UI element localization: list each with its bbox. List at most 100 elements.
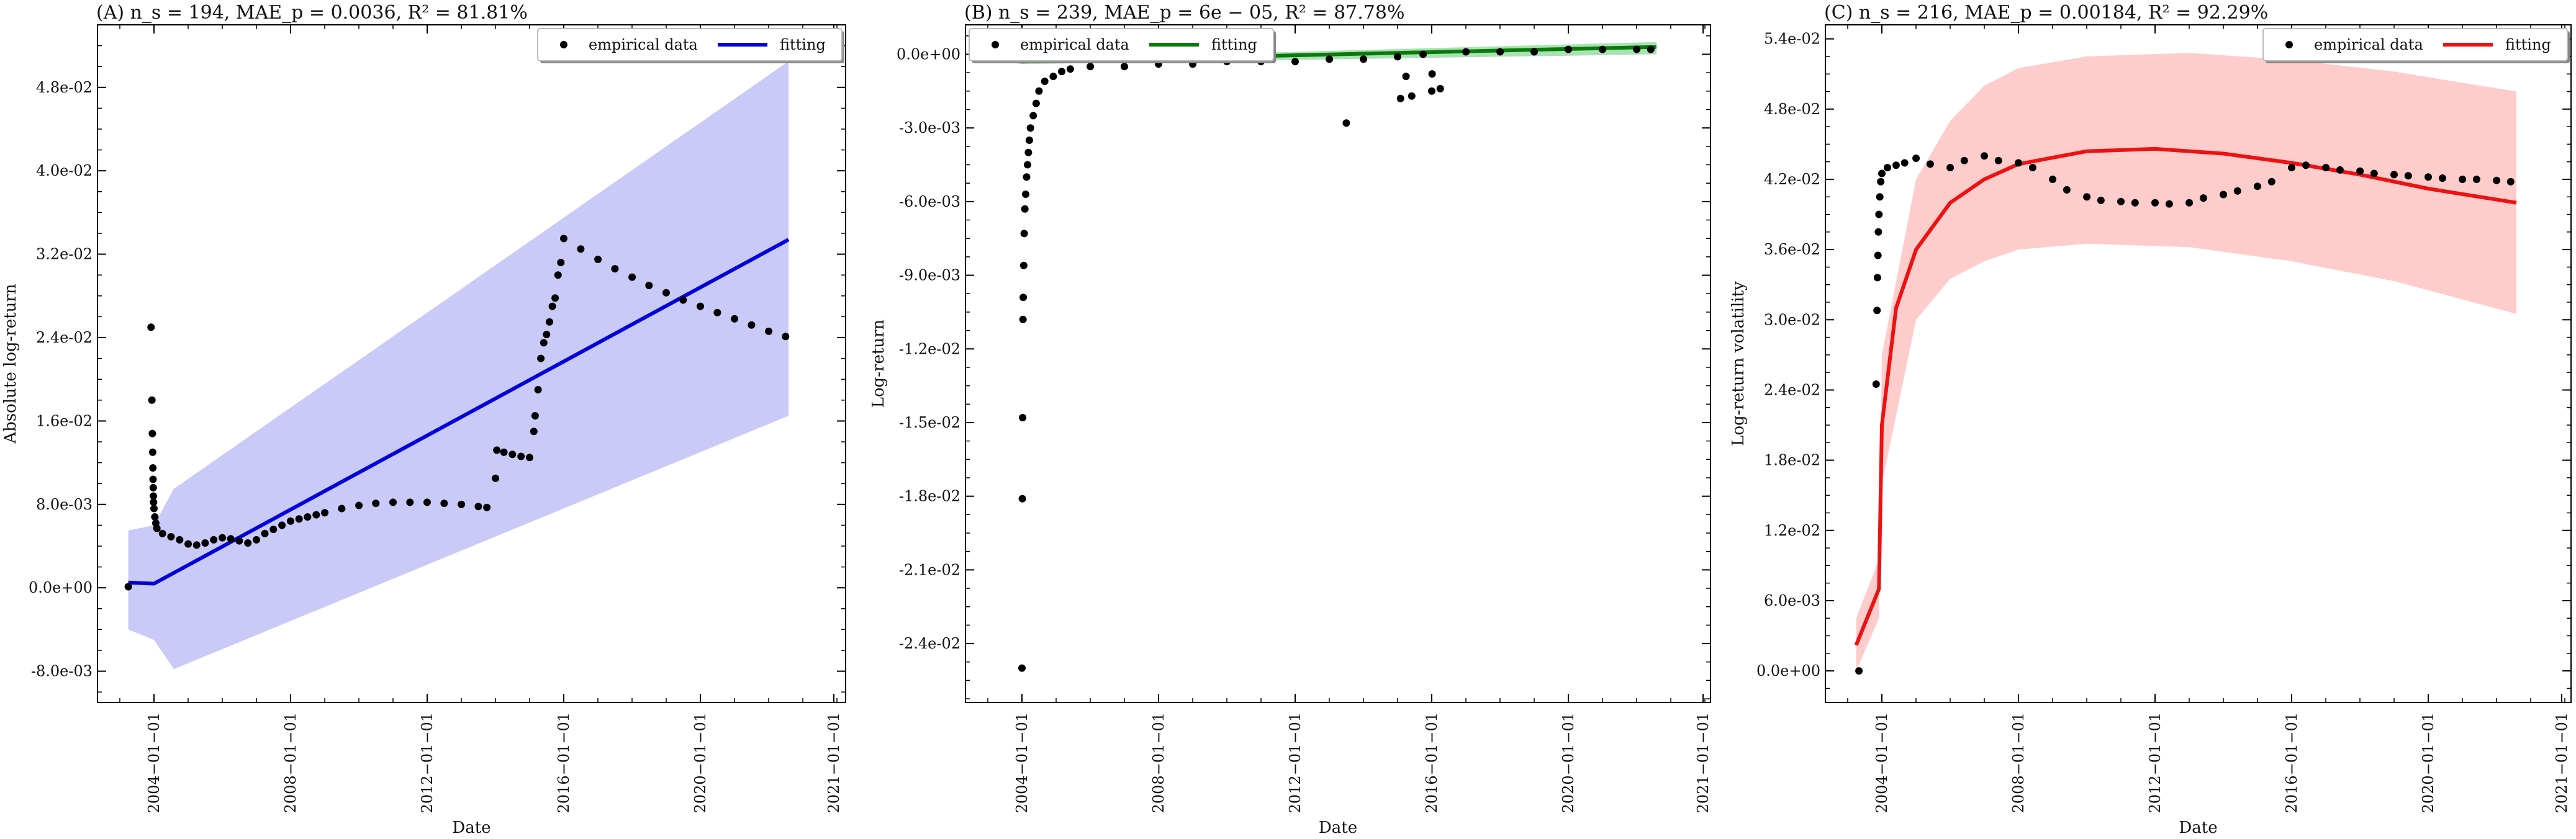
data-point [1926, 160, 1934, 168]
data-point [526, 454, 533, 462]
y-tick-label: 4.2e-02 [1764, 171, 1820, 188]
data-point [474, 503, 482, 511]
data-point [1342, 119, 1350, 127]
x-axis-label: Date [2179, 819, 2217, 837]
data-point [2390, 171, 2398, 179]
data-point [2336, 166, 2344, 174]
data-point [147, 323, 155, 331]
data-point [2199, 194, 2207, 202]
y-tick-label: 4.8e-02 [1764, 101, 1820, 118]
x-tick-label: 2012−01−01 [1286, 712, 1304, 813]
legend-label-fit: fitting [1211, 36, 1257, 53]
plot-area-1 [987, 42, 1657, 672]
data-point [149, 464, 157, 472]
data-point [440, 500, 448, 508]
data-point [1018, 495, 1026, 503]
chart-panel-0: -8.0e-03 0.0e+00 8.0e-03 1.6e-02 2.4e-02 3.2e… [1, 2, 846, 837]
y-tick-label: -2.1e-02 [899, 561, 960, 578]
data-point [1900, 159, 1909, 167]
data-point [1408, 92, 1416, 100]
data-point [210, 536, 218, 544]
x-axis-label: Date [1319, 819, 1357, 837]
legend-label-data: empirical data [589, 36, 698, 53]
data-point [153, 524, 161, 532]
data-point [1019, 261, 1028, 269]
data-point [1855, 667, 1863, 675]
data-point [1024, 161, 1031, 169]
data-point [1884, 164, 1891, 172]
y-tick-label: -1.8e-02 [899, 488, 960, 505]
y-tick-label: 4.8e-02 [36, 79, 93, 96]
x-tick-label: 2020−01−01 [2420, 712, 2437, 813]
data-point [321, 509, 329, 517]
data-point [235, 537, 243, 545]
data-point [176, 536, 184, 544]
data-point [201, 539, 209, 547]
data-point [1023, 173, 1031, 181]
data-point [1873, 274, 1881, 282]
data-point [662, 289, 670, 297]
data-point [2493, 176, 2501, 184]
data-point [2151, 199, 2159, 207]
legend-label-data: empirical data [2314, 36, 2423, 53]
data-point [184, 540, 192, 548]
data-point [355, 501, 363, 509]
panel-title: (C) n_s = 216, MAE_p = 0.00184, R² = 92.… [1824, 2, 2268, 24]
data-point [1025, 137, 1033, 144]
x-tick-label: 2008−01−01 [282, 712, 299, 813]
data-point [148, 448, 156, 456]
legend-box [2262, 28, 2568, 61]
x-tick-label: 2012−01−01 [418, 712, 436, 813]
chart-panel-2: 0.0e+00 6.0e-03 1.2e-02 1.8e-02 2.4e-02 3.0e-… [1729, 2, 2572, 837]
data-point [530, 428, 538, 436]
data-point [1876, 193, 1884, 201]
data-point [594, 256, 602, 263]
legend-label-fit: fitting [780, 36, 826, 53]
data-point [1019, 414, 1027, 421]
legend: empirical data fitting [969, 28, 1276, 63]
y-tick-label: 1.2e-02 [1764, 522, 1820, 539]
data-point [645, 282, 653, 289]
y-tick-label: 2.4e-02 [1764, 381, 1820, 398]
data-point [1024, 148, 1033, 156]
data-point [2356, 167, 2364, 175]
data-point [713, 308, 721, 316]
panel-title: (B) n_s = 239, MAE_p = 6e − 05, R² = 87.… [964, 2, 1404, 24]
data-point [697, 302, 704, 310]
data-point [2370, 169, 2378, 177]
data-point [1058, 68, 1065, 76]
data-point [1994, 156, 2002, 164]
data-point [2404, 172, 2412, 180]
data-point [1018, 664, 1026, 672]
data-point [1960, 156, 1968, 164]
data-point [1530, 48, 1538, 56]
data-point [192, 541, 201, 549]
data-point [2302, 161, 2310, 169]
x-tick-label: 2012−01−01 [2146, 712, 2164, 813]
data-point [2506, 177, 2515, 186]
data-point [1633, 45, 1641, 53]
data-point [1041, 78, 1049, 85]
legend-label-data: empirical data [1020, 36, 1129, 53]
data-point [149, 475, 157, 483]
y-axis-label: Absolute log-return [1, 284, 20, 444]
legend: empirical data fitting [2262, 28, 2570, 63]
data-point [227, 535, 235, 543]
data-point [1872, 380, 1880, 388]
data-point [2254, 182, 2261, 191]
data-point [1121, 63, 1128, 71]
data-point [2028, 164, 2036, 172]
data-point [2117, 197, 2125, 205]
y-tick-label: -1.2e-02 [899, 340, 960, 357]
plot-area-0 [124, 61, 790, 670]
data-point [731, 315, 739, 323]
chart-panel-1: -2.4e-02 -2.1e-02 -1.8e-02 -1.5e-02 -1.2e-02… [869, 2, 1712, 837]
data-point [1020, 230, 1028, 238]
plot-area-2 [1854, 53, 2517, 675]
x-tick-label: 2021−01−01 [1694, 712, 1712, 813]
data-point [1035, 87, 1043, 95]
data-point [1049, 73, 1057, 81]
data-point [517, 452, 525, 460]
data-point [1428, 87, 1435, 95]
data-point [253, 536, 260, 544]
